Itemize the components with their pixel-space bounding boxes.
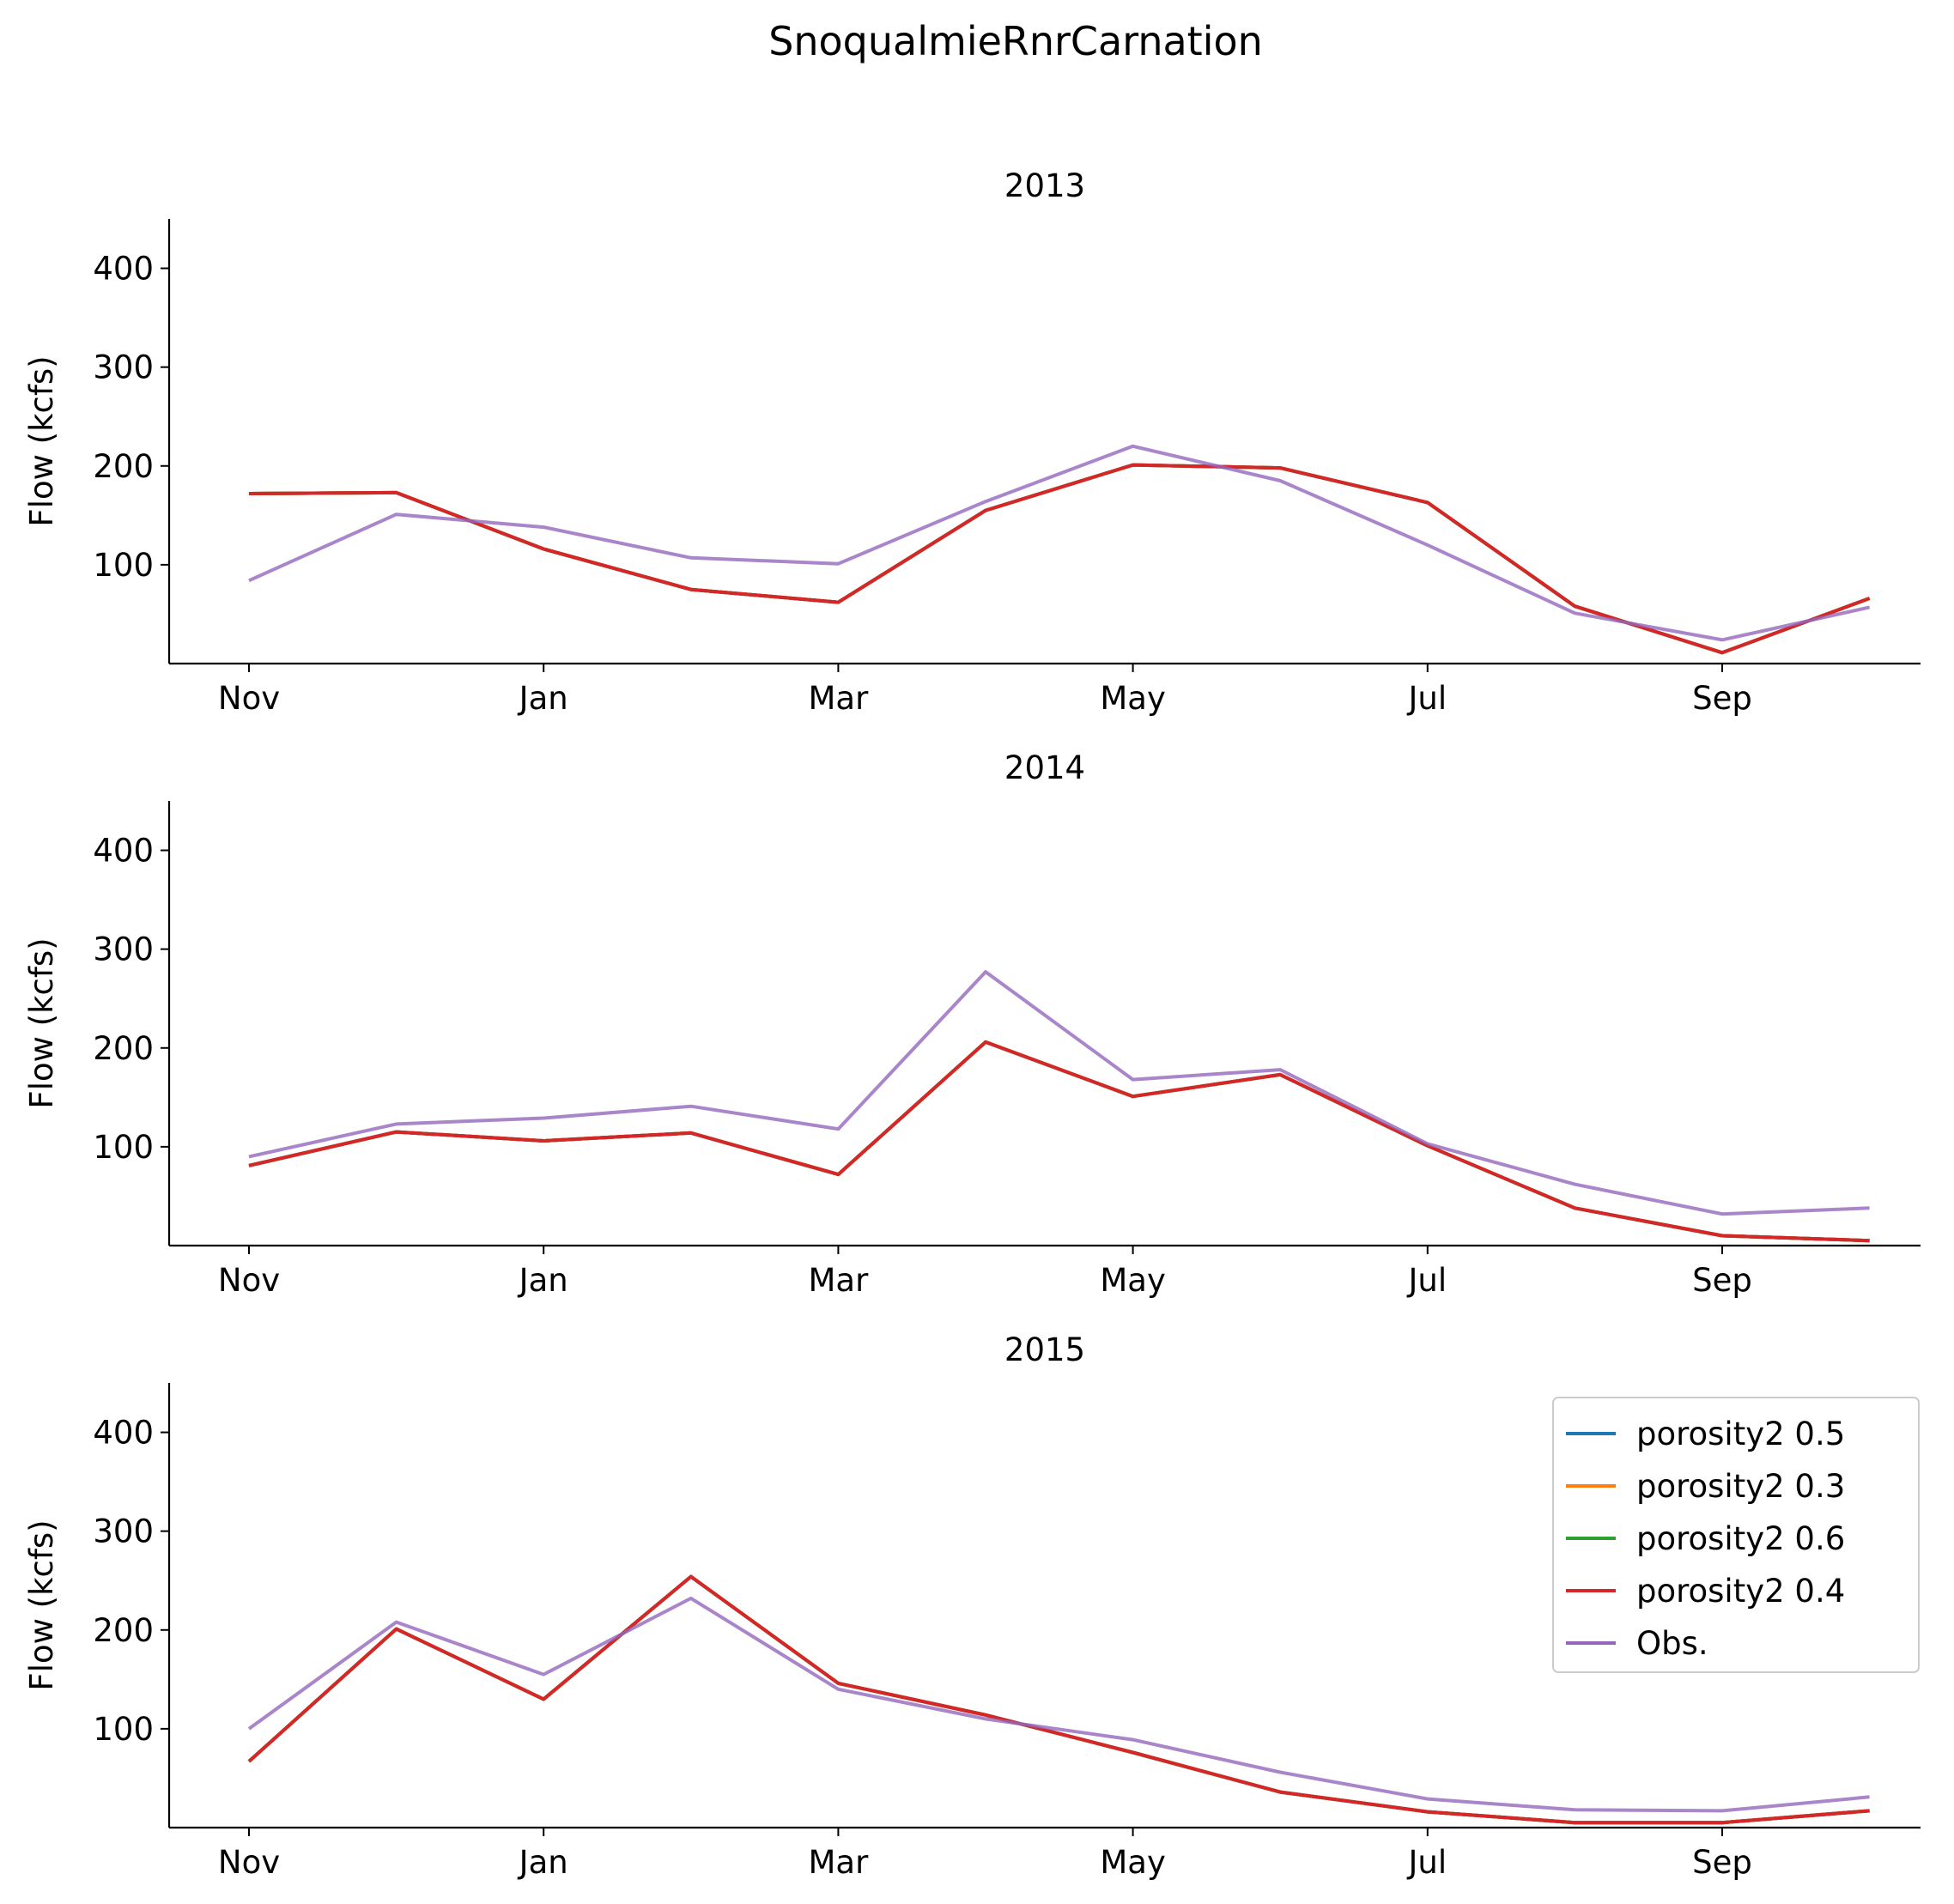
y-tick-label: 200	[93, 1612, 154, 1649]
y-tick-label: 200	[93, 1030, 154, 1067]
series-line-porosity2-0-5	[248, 1040, 1870, 1243]
legend-label: porosity2 0.6	[1636, 1520, 1845, 1557]
subplots: 2013 100 200 300 400 Nov Jan Mar May Jul Sep Flow (…	[23, 167, 1921, 1881]
legend-item: porosity2 0.3	[1566, 1468, 1845, 1505]
x-tick-label: Mar	[808, 1844, 869, 1881]
series-line-porosity2-0-4	[248, 463, 1871, 655]
y-tick-label: 400	[93, 833, 154, 870]
legend-frame	[1552, 1397, 1920, 1673]
subplot-title: 2014	[1004, 749, 1085, 786]
x-tick-label: Sep	[1692, 1844, 1752, 1881]
legend-item: porosity2 0.4	[1566, 1573, 1845, 1610]
x-tick-label: Jan	[518, 1844, 568, 1881]
y-tick-label: 100	[93, 1711, 154, 1748]
figure-title: SnoqualmieRnrCarnation	[768, 18, 1263, 64]
y-tick-label: 300	[93, 1513, 154, 1550]
subplot-2013: 2013 100 200 300 400 Nov Jan Mar May Jul Sep Flow (…	[23, 167, 1921, 717]
series-line-obs	[248, 444, 1871, 642]
subplot-title: 2013	[1004, 167, 1085, 204]
y-tick-label: 100	[93, 1129, 154, 1166]
x-tick-label: Jul	[1406, 1844, 1447, 1881]
series-line-obs	[247, 1596, 1870, 1813]
series-line-porosity2-0-6	[248, 1040, 1870, 1243]
x-tick-label: May	[1100, 1844, 1166, 1881]
legend-label: porosity2 0.5	[1636, 1416, 1845, 1452]
series-line-porosity2-0-3	[248, 1040, 1870, 1243]
x-tick-label: Jul	[1406, 1262, 1447, 1299]
series-line-obs	[248, 970, 1870, 1216]
x-tick-label: Mar	[808, 1262, 869, 1299]
y-tick-label: 400	[93, 251, 154, 288]
subplot-title: 2015	[1004, 1331, 1085, 1368]
series-line-porosity2-0-6	[248, 463, 1871, 655]
y-tick-label: 300	[93, 931, 154, 968]
series-line-porosity2-0-4	[247, 1574, 1870, 1825]
x-tick-label: Sep	[1692, 680, 1752, 717]
y-axis-label: Flow (kcfs)	[23, 355, 60, 526]
legend-label: porosity2 0.4	[1636, 1573, 1845, 1610]
y-tick-label: 400	[93, 1415, 154, 1452]
legend-label: Obs.	[1636, 1625, 1708, 1662]
y-tick-label: 200	[93, 448, 154, 485]
legend-item: porosity2 0.5	[1566, 1416, 1845, 1452]
x-tick-label: May	[1100, 1262, 1166, 1299]
subplot-2015: 2015 100 200 300 400 Nov Jan Mar May Jul Sep Flow (…	[23, 1331, 1921, 1881]
series-line-porosity2-0-3	[248, 463, 1871, 655]
legend-label: porosity2 0.3	[1636, 1468, 1845, 1505]
y-tick-label: 300	[93, 349, 154, 386]
x-tick-label: Jul	[1406, 680, 1447, 717]
x-tick-label: Sep	[1692, 1262, 1752, 1299]
subplot-2014: 2014 100 200 300 400 Nov Jan Mar May Jul Sep Flow (…	[23, 749, 1921, 1299]
y-axis-label: Flow (kcfs)	[23, 937, 60, 1108]
x-tick-label: Jan	[518, 1262, 568, 1299]
series-line-porosity2-0-5	[248, 463, 1871, 655]
x-tick-label: May	[1100, 680, 1166, 717]
y-axis-label: Flow (kcfs)	[23, 1519, 60, 1690]
x-tick-label: Nov	[218, 1262, 280, 1299]
x-tick-label: Jan	[518, 680, 568, 717]
x-tick-label: Mar	[808, 680, 869, 717]
legend-item: Obs.	[1566, 1625, 1708, 1662]
x-tick-label: Nov	[218, 1844, 280, 1881]
x-tick-label: Nov	[218, 680, 280, 717]
legend-item: porosity2 0.6	[1566, 1520, 1845, 1557]
series-line-porosity2-0-4	[248, 1040, 1870, 1243]
y-tick-label: 100	[93, 547, 154, 584]
legend: porosity2 0.5 porosity2 0.3 porosity2 0.6 p…	[1552, 1397, 1920, 1673]
